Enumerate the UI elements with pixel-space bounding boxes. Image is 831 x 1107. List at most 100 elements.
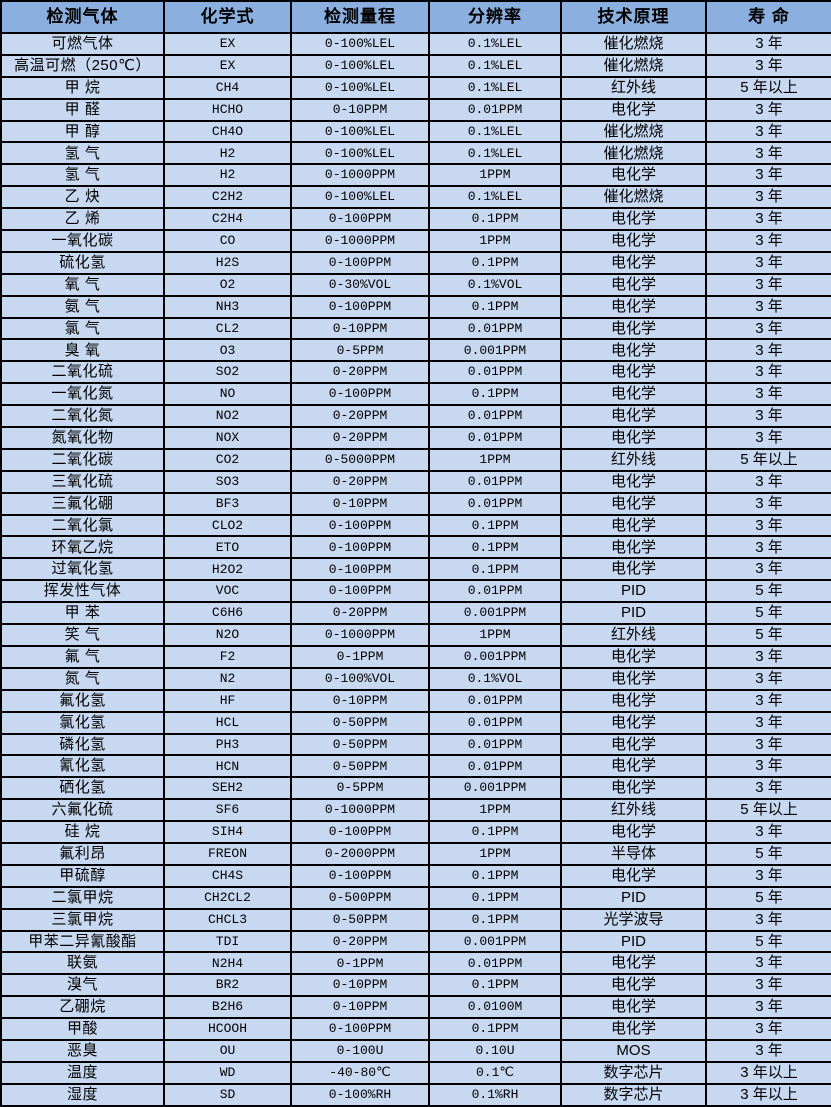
cell-lifespan: 3 年 — [705, 1038, 831, 1063]
table-row: 氟利昂 FREON 0-2000PPM 1PPM 半导体 5 年 — [0, 841, 831, 866]
table-row: 甲酸 HCOOH 0-100PPM 0.1PPM 电化学 3 年 — [0, 1017, 831, 1041]
cell-lifespan: 3 年 — [705, 382, 831, 407]
cell-technology-principle: 电化学 — [560, 557, 707, 582]
cell-resolution: 1PPM — [428, 623, 562, 647]
cell-technology-principle: 光学波导 — [560, 907, 707, 932]
column-header-technology-principle: 技术原理 — [560, 0, 707, 34]
cell-technology-principle: 数字芯片 — [560, 1060, 707, 1085]
cell-technology-principle: 半导体 — [560, 841, 707, 866]
cell-detection-range: 0-10PPM — [290, 688, 430, 713]
cell-lifespan: 3 年 — [705, 53, 831, 78]
cell-chemical-formula: NO2 — [163, 404, 292, 429]
cell-technology-principle: 电化学 — [560, 250, 707, 275]
cell-resolution: 1PPM — [428, 798, 562, 823]
cell-detection-range: -40-80℃ — [290, 1060, 430, 1085]
cell-lifespan: 3 年 — [705, 272, 831, 297]
cell-resolution: 1PPM — [428, 841, 562, 866]
cell-detection-range: 0-100PPM — [290, 294, 430, 319]
cell-chemical-formula: NO — [163, 382, 292, 407]
table-row: 氢 气 H2 0-100%LEL 0.1%LEL 催化燃烧 3 年 — [0, 141, 831, 166]
cell-detection-range: 0-20PPM — [290, 601, 430, 626]
cell-technology-principle: 红外线 — [560, 623, 707, 647]
cell-technology-principle: 电化学 — [560, 338, 707, 363]
cell-detection-range: 0-100PPM — [290, 207, 430, 232]
cell-gas-name: 氧 气 — [0, 272, 165, 297]
cell-resolution: 0.001PPM — [428, 644, 562, 669]
cell-lifespan: 5 年 — [705, 841, 831, 866]
table-row: 硅 烷 SIH4 0-100PPM 0.1PPM 电化学 3 年 — [0, 820, 831, 844]
column-header-lifespan: 寿 命 — [705, 0, 831, 34]
column-header-gas-name: 检测气体 — [0, 0, 165, 34]
cell-lifespan: 5 年以上 — [705, 798, 831, 823]
cell-chemical-formula: H2O2 — [163, 557, 292, 582]
cell-gas-name: 三氧化硫 — [0, 469, 165, 494]
cell-resolution: 0.01PPM — [428, 97, 562, 122]
cell-lifespan: 3 年 — [705, 557, 831, 582]
cell-chemical-formula: H2 — [163, 141, 292, 166]
cell-lifespan: 3 年 — [705, 995, 831, 1020]
table-row: 乙硼烷 B2H6 0-10PPM 0.0100M 电化学 3 年 — [0, 995, 831, 1020]
cell-technology-principle: PID — [560, 601, 707, 626]
cell-gas-name: 甲苯二异氰酸酯 — [0, 929, 165, 954]
cell-technology-principle: 电化学 — [560, 863, 707, 888]
cell-chemical-formula: SO3 — [163, 469, 292, 494]
cell-resolution: 0.001PPM — [428, 776, 562, 801]
cell-lifespan: 3 年 — [705, 820, 831, 844]
cell-chemical-formula: CLO2 — [163, 513, 292, 538]
cell-chemical-formula: C6H6 — [163, 601, 292, 626]
table-row: 溴气 BR2 0-10PPM 0.1PPM 电化学 3 年 — [0, 973, 831, 998]
cell-detection-range: 0-100PPM — [290, 1017, 430, 1041]
cell-gas-name: 恶臭 — [0, 1038, 165, 1063]
cell-chemical-formula: CH4S — [163, 863, 292, 888]
cell-gas-name: 挥发性气体 — [0, 579, 165, 604]
cell-resolution: 0.1PPM — [428, 557, 562, 582]
column-header-detection-range: 检测量程 — [290, 0, 430, 34]
cell-gas-name: 六氟化硫 — [0, 798, 165, 823]
cell-chemical-formula: BF3 — [163, 491, 292, 516]
cell-resolution: 0.01PPM — [428, 754, 562, 779]
cell-resolution: 0.1%LEL — [428, 185, 562, 210]
cell-gas-name: 笑 气 — [0, 623, 165, 647]
cell-lifespan: 3 年 — [705, 863, 831, 888]
cell-lifespan: 3 年 — [705, 469, 831, 494]
cell-lifespan: 3 年 — [705, 776, 831, 801]
cell-lifespan: 3 年 — [705, 250, 831, 275]
cell-gas-name: 二氧化碳 — [0, 447, 165, 472]
table-row: 硒化氢 SEH2 0-5PPM 0.001PPM 电化学 3 年 — [0, 776, 831, 801]
cell-gas-name: 三氯甲烷 — [0, 907, 165, 932]
cell-detection-range: 0-1000PPM — [290, 623, 430, 647]
cell-chemical-formula: CHCL3 — [163, 907, 292, 932]
cell-technology-principle: 电化学 — [560, 97, 707, 122]
cell-detection-range: 0-10PPM — [290, 995, 430, 1020]
cell-technology-principle: PID — [560, 579, 707, 604]
cell-gas-name: 氟利昂 — [0, 841, 165, 866]
cell-detection-range: 0-100%RH — [290, 1082, 430, 1107]
cell-chemical-formula: SO2 — [163, 360, 292, 385]
table-row: 过氧化氢 H2O2 0-100PPM 0.1PPM 电化学 3 年 — [0, 557, 831, 582]
cell-technology-principle: 红外线 — [560, 447, 707, 472]
table-row: 甲 醛 HCHO 0-10PPM 0.01PPM 电化学 3 年 — [0, 97, 831, 122]
cell-detection-range: 0-100%LEL — [290, 141, 430, 166]
cell-lifespan: 3 年 — [705, 426, 831, 450]
table-row: 三氧化硫 SO3 0-20PPM 0.01PPM 电化学 3 年 — [0, 469, 831, 494]
cell-technology-principle: 电化学 — [560, 229, 707, 253]
cell-gas-name: 乙硼烷 — [0, 995, 165, 1020]
table-row: 温度 WD -40-80℃ 0.1℃ 数字芯片 3 年以上 — [0, 1060, 831, 1085]
cell-detection-range: 0-500PPM — [290, 885, 430, 910]
cell-chemical-formula: O3 — [163, 338, 292, 363]
cell-detection-range: 0-100PPM — [290, 579, 430, 604]
cell-lifespan: 3 年 — [705, 754, 831, 779]
cell-gas-name: 磷化氢 — [0, 732, 165, 757]
cell-lifespan: 3 年 — [705, 688, 831, 713]
table-row: 磷化氢 PH3 0-50PPM 0.01PPM 电化学 3 年 — [0, 732, 831, 757]
cell-chemical-formula: C2H2 — [163, 185, 292, 210]
cell-technology-principle: 电化学 — [560, 404, 707, 429]
cell-chemical-formula: CH2CL2 — [163, 885, 292, 910]
cell-chemical-formula: F2 — [163, 644, 292, 669]
cell-detection-range: 0-1000PPM — [290, 798, 430, 823]
cell-gas-name: 甲 醛 — [0, 97, 165, 122]
table-row: 甲硫醇 CH4S 0-100PPM 0.1PPM 电化学 3 年 — [0, 863, 831, 888]
table-row: 高温可燃（250℃） EX 0-100%LEL 0.1%LEL 催化燃烧 3 年 — [0, 53, 831, 78]
cell-technology-principle: 电化学 — [560, 666, 707, 691]
cell-detection-range: 0-5PPM — [290, 338, 430, 363]
